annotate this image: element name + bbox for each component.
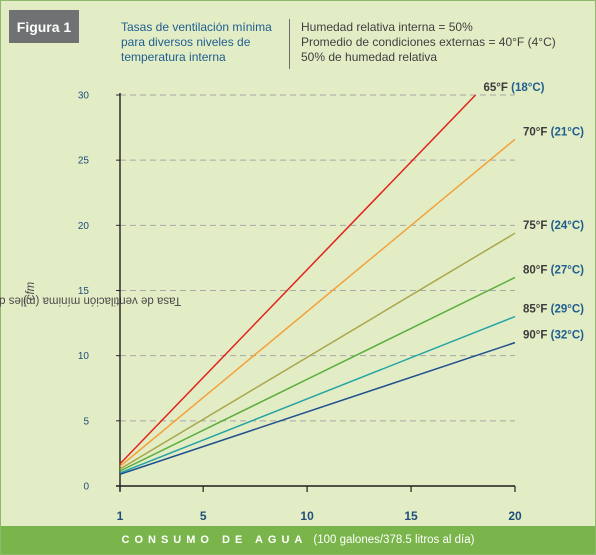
- x-tick-label: 5: [200, 509, 207, 523]
- x-tick-label: 20: [508, 509, 522, 523]
- x-axis-label-caps: CONSUMO DE AGUA: [121, 534, 308, 546]
- y-tick-label: 20: [78, 221, 90, 232]
- x-axis-label-rest: (100 galones/378.5 litros al día): [313, 534, 475, 546]
- x-tick-label: 1: [117, 509, 124, 523]
- series-label: 80°F (27°C): [523, 264, 584, 276]
- series-label: 65°F (18°C): [484, 82, 545, 94]
- conditions-note: Humedad relativa interna = 50% Promedio …: [301, 20, 581, 65]
- conditions-line: 50% de humedad relativa: [301, 50, 438, 64]
- x-tick-label: 15: [404, 509, 418, 523]
- conditions-line: Humedad relativa interna = 50%: [301, 20, 473, 34]
- y-tick-label: 5: [83, 416, 89, 427]
- x-tick-label: 10: [300, 509, 314, 523]
- series-line: [119, 94, 477, 465]
- y-tick-label: 25: [78, 156, 90, 167]
- series-label: 70°F (21°C): [523, 126, 584, 138]
- chart-title: Tasas de ventilación mínima para diverso…: [121, 20, 281, 65]
- series-line: [119, 276, 516, 472]
- series-line: [119, 315, 516, 474]
- series-line: [119, 232, 516, 470]
- chart-title-line: Tasas de ventilación mínima: [121, 20, 272, 34]
- title-divider: [289, 19, 290, 69]
- series-label: 75°F (24°C): [523, 220, 584, 232]
- series-label: 85°F (29°C): [523, 304, 584, 316]
- chart-title-line: para diversos niveles de: [121, 35, 251, 49]
- y-tick-label: 10: [78, 351, 90, 362]
- figure-badge: Figura 1: [9, 10, 79, 43]
- series-label: 90°F (32°C): [523, 330, 584, 342]
- y-tick-label: 0: [83, 482, 89, 493]
- y-tick-label: 15: [78, 286, 90, 297]
- x-axis-label-bar: CONSUMO DE AGUA (100 galones/378.5 litro…: [1, 526, 595, 554]
- series-line: [119, 341, 516, 475]
- y-tick-label: 30: [78, 91, 90, 102]
- conditions-line: Promedio de condiciones externas = 40°F …: [301, 35, 556, 49]
- chart-title-line: temperatura interna: [121, 50, 226, 64]
- series-line: [119, 138, 516, 468]
